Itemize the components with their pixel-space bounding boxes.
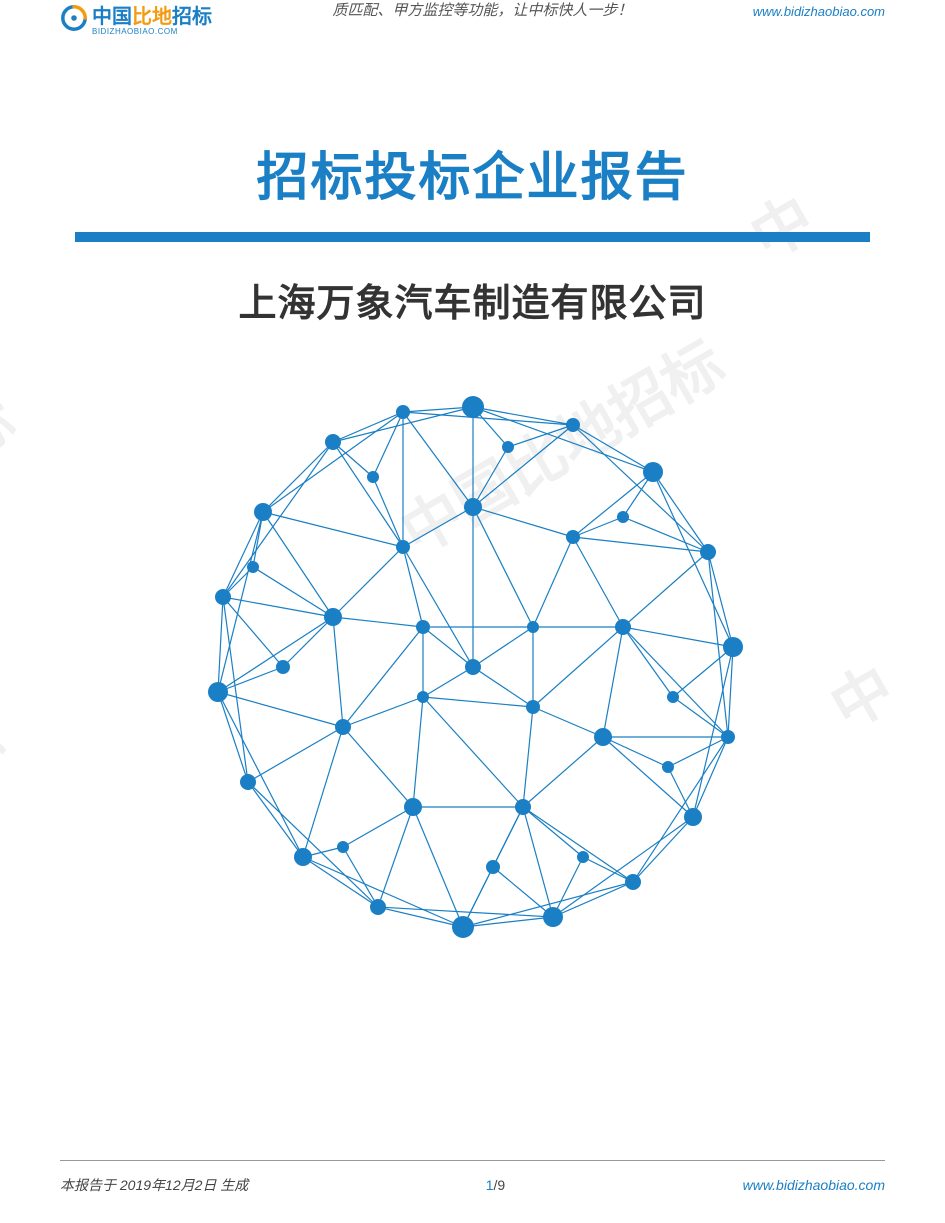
header-tagline: 质匹配、甲方监控等功能，让中标快人一步！: [332, 0, 632, 23]
page-header: 中国比地招标 BIDIZHAOBIAO.COM 质匹配、甲方监控等功能，让中标快…: [0, 0, 945, 40]
footer-divider: [60, 1160, 885, 1161]
header-url[interactable]: www.bidizhaobiao.com: [753, 4, 885, 19]
page-title: 招标投标企业报告: [0, 135, 945, 210]
network-globe-diagram: [193, 387, 753, 947]
page-footer: 本报告于 2019年12月2日 生成 1/9 www.bidizhaobiao.…: [60, 1175, 885, 1195]
title-underline: [75, 232, 870, 242]
company-name: 上海万象汽车制造有限公司: [0, 272, 945, 327]
footer-pagination: 1/9: [486, 1177, 505, 1193]
logo-icon: [60, 4, 88, 32]
logo-text: 中国比地招标: [92, 6, 212, 28]
footer-date: 本报告于 2019年12月2日 生成: [60, 1175, 248, 1195]
logo-subtext: BIDIZHAOBIAO.COM: [92, 27, 212, 36]
brand-logo: 中国比地招标 BIDIZHAOBIAO.COM: [60, 0, 212, 36]
footer-url[interactable]: www.bidizhaobiao.com: [743, 1177, 885, 1193]
